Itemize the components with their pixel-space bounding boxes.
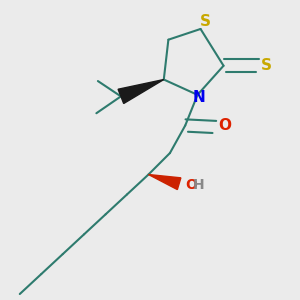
Text: S: S (200, 14, 211, 29)
Text: N: N (193, 90, 206, 105)
Text: O: O (185, 178, 197, 192)
Polygon shape (148, 175, 181, 190)
Text: H: H (193, 178, 205, 192)
Polygon shape (118, 80, 164, 103)
Text: O: O (219, 118, 232, 133)
Text: S: S (261, 58, 272, 73)
